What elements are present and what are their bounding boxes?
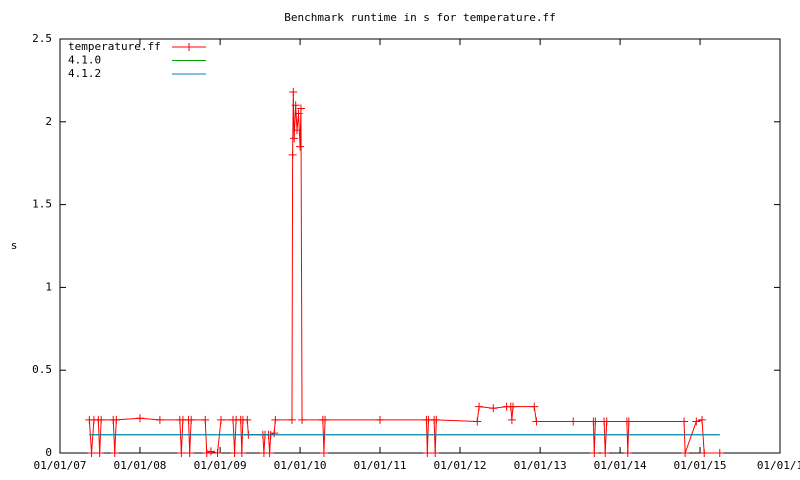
point [432,415,441,424]
point [294,109,303,118]
x-tick-label: 01/01/11 [354,459,407,472]
point [591,417,600,426]
point [271,415,280,424]
point [202,449,211,457]
point [213,449,222,457]
point [475,402,484,411]
x-tick-label: 01/01/15 [674,459,727,472]
legend-label: temperature.ff [68,40,161,53]
series-line [88,91,720,454]
point [216,415,225,424]
point [624,417,633,426]
plot-border [59,38,781,454]
point [201,415,210,424]
point [185,449,194,457]
x-tick-label: 01/01/09 [194,459,247,472]
point [680,417,689,426]
x-tick-label: 01/01/12 [433,459,486,472]
point [376,415,385,424]
point [508,402,517,411]
point [698,415,707,424]
point [288,150,297,159]
point [95,449,104,457]
point [230,449,239,457]
point [296,142,305,151]
point [601,449,610,457]
legend-point [185,43,193,51]
point [602,417,611,426]
legend-label: 4.1.2 [68,67,101,80]
point [97,415,106,424]
legend-label: 4.1.0 [68,54,101,67]
point [590,449,599,457]
point [489,404,498,413]
point [287,415,296,424]
point [473,417,482,426]
point [532,417,541,426]
point [243,415,252,424]
point [569,417,578,426]
y-tick-label: 2.5 [32,32,52,45]
point [715,449,724,457]
y-tick-label: 0.5 [32,363,52,376]
point [692,417,701,426]
x-tick-label: 01/01/1 [757,459,800,472]
point [270,429,279,438]
point [530,402,539,411]
point [187,415,196,424]
x-tick-label: 01/01/14 [594,459,647,472]
chart-title: Benchmark runtime in s for temperature.f… [284,11,556,24]
point [110,449,119,457]
point [290,134,299,143]
y-tick-label: 1.5 [32,198,52,211]
y-tick-label: 2 [45,115,52,128]
point [177,449,186,457]
point [296,104,305,113]
y-axis-label: s [11,239,18,252]
point [206,447,215,456]
point [293,126,302,135]
y-tick-label: 0 [45,446,52,459]
point [623,449,632,457]
y-tick-label: 1 [45,280,52,293]
point [112,415,121,424]
point [319,449,328,457]
point [155,415,164,424]
point [298,415,307,424]
point [291,101,300,110]
point [431,449,440,457]
x-tick-label: 01/01/13 [514,459,567,472]
point [507,415,516,424]
point [265,449,274,457]
point [700,449,709,457]
x-tick-label: 01/01/08 [113,459,166,472]
point [289,87,298,96]
point [237,449,246,457]
point [681,449,690,457]
x-tick-label: 01/01/07 [34,459,87,472]
point [87,449,96,457]
x-tick-label: 01/01/10 [274,459,327,472]
point [321,415,330,424]
point [423,449,432,457]
point [135,414,144,423]
